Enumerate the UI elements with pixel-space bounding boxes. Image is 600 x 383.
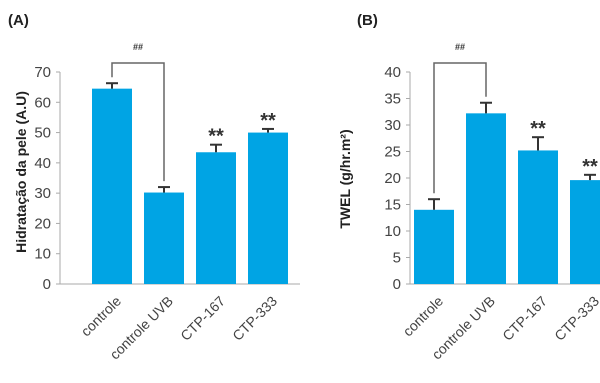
x-category-label: controle [78,293,125,340]
y-tick-label: 5 [393,250,401,267]
significance-marker: ** [530,118,546,140]
bar [248,132,288,284]
panel-label: (B) [357,12,378,29]
y-axis-label: TWEL (g/hr.m²) [337,129,353,228]
y-tick-label: 40 [34,155,51,172]
bar [196,152,236,284]
bar [92,88,132,285]
x-category-label: controle [400,293,447,340]
bracket-label: ## [133,42,143,52]
y-tick-label: 40 [384,64,401,81]
significance-marker: ** [260,110,276,132]
x-category-label: CTP-333 [229,293,280,344]
y-tick-label: 20 [384,170,401,187]
x-category-label: CTP-167 [177,293,228,344]
bar [570,180,600,284]
y-tick-label: 60 [34,94,51,111]
y-tick-label: 25 [384,144,401,161]
significance-marker: ** [208,126,224,148]
y-tick-label: 30 [34,185,51,202]
significance-bracket [433,62,487,194]
bar [518,150,558,284]
y-tick-label: 70 [34,64,51,81]
y-tick-label: 20 [34,215,51,232]
y-tick-label: 10 [384,223,401,240]
bar [466,113,506,284]
y-axis-label: Hidratação da pele (A.U) [13,91,29,253]
y-tick-label: 35 [384,91,401,108]
y-tick-label: 0 [393,276,401,293]
panel-label: (A) [8,12,29,29]
y-tick-label: 10 [34,246,51,263]
bar [144,192,184,284]
chart-panel-b: (B) TWEL (g/hr.m²) 0 5 10 15 20 25 30 35 40 control… [337,12,600,362]
significance-marker: ** [582,156,598,178]
bar [414,209,454,284]
y-tick-label: 15 [384,197,401,214]
bracket-label: ## [455,42,465,52]
y-tick-label: 50 [34,125,51,142]
y-tick-label: 30 [384,117,401,134]
y-tick-label: 0 [43,276,51,293]
x-category-label: CTP-333 [551,293,600,344]
significance-bracket [111,62,165,182]
chart-panel-a: (A) Hidratação da pele (A.U) 0 10 20 30 40 50 60… [8,12,300,362]
x-category-label: CTP-167 [499,293,550,344]
